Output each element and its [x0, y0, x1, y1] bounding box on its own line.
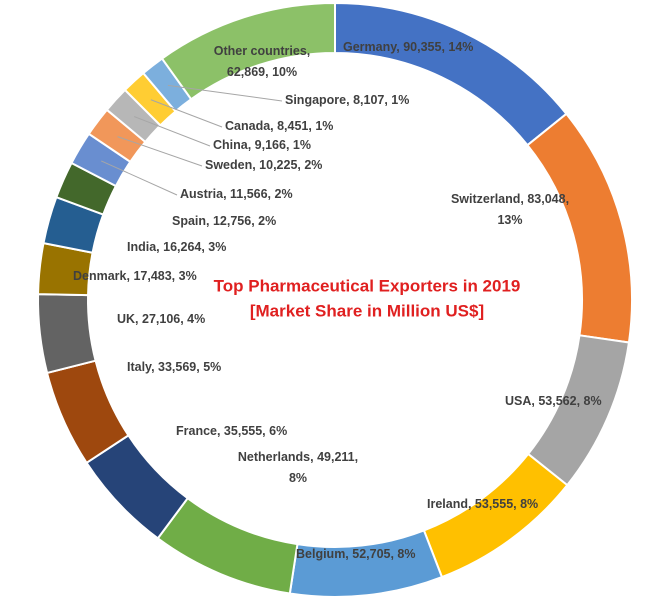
data-label-line: Spain, 12,756, 2% [172, 214, 276, 228]
donut-slice [160, 1, 336, 101]
data-label-line: Sweden, 10,225, 2% [205, 158, 322, 172]
data-label-line: India, 16,264, 3% [127, 240, 226, 254]
data-label: India, 16,264, 3% [127, 240, 226, 254]
data-label-line: 62,869, 10% [227, 65, 297, 79]
data-label: Germany, 90,355, 14% [343, 40, 473, 54]
data-label: Italy, 33,569, 5% [127, 360, 221, 374]
data-label: Austria, 11,566, 2% [180, 187, 293, 201]
data-label-line: 13% [497, 213, 522, 227]
data-label: China, 9,166, 1% [213, 138, 311, 152]
data-label-line: Germany, 90,355, 14% [343, 40, 473, 54]
data-label-line: Austria, 11,566, 2% [180, 187, 293, 201]
data-label: USA, 53,562, 8% [505, 394, 602, 408]
donut-slice [288, 529, 444, 598]
data-label-line: Ireland, 53,555, 8% [427, 497, 538, 511]
data-label: France, 35,555, 6% [176, 424, 287, 438]
data-label-line: Netherlands, 49,211, [238, 450, 358, 464]
data-label: Singapore, 8,107, 1% [285, 93, 409, 107]
data-label-line: Canada, 8,451, 1% [225, 119, 333, 133]
data-label: Ireland, 53,555, 8% [427, 497, 538, 511]
data-label-line: Singapore, 8,107, 1% [285, 93, 409, 107]
data-label: Netherlands, 49,211, 8% [238, 450, 358, 485]
data-label-line: Switzerland, 83,048, [451, 192, 569, 206]
data-label: Spain, 12,756, 2% [172, 214, 276, 228]
leader-line [134, 116, 211, 147]
leader-line [150, 99, 223, 128]
leader-line [167, 84, 283, 102]
data-label: Belgium, 52,705, 8% [296, 547, 416, 561]
data-label-line: China, 9,166, 1% [213, 138, 311, 152]
data-label-line: Other countries, [214, 44, 311, 58]
data-label: Sweden, 10,225, 2% [205, 158, 322, 172]
data-label-line: USA, 53,562, 8% [505, 394, 602, 408]
data-label-line: UK, 27,106, 4% [117, 312, 205, 326]
data-label: Denmark, 17,483, 3% [73, 269, 197, 283]
data-label-line: Denmark, 17,483, 3% [73, 269, 197, 283]
donut-slice [526, 334, 631, 487]
donut-slice [334, 1, 568, 147]
data-label: Switzerland, 83,048, 13% [451, 192, 569, 227]
donut-slice [526, 112, 633, 344]
donut-slice [422, 452, 569, 579]
data-label: Canada, 8,451, 1% [225, 119, 333, 133]
data-label: Other countries, 62,869, 10% [214, 44, 311, 79]
leader-line [117, 136, 203, 167]
chart-title: Top Pharmaceutical Exporters in 2019 [214, 276, 521, 295]
donut-slice [156, 496, 299, 595]
data-label: UK, 27,106, 4% [117, 312, 205, 326]
chart-subtitle: [Market Share in Million US$] [250, 301, 484, 320]
data-label-line: France, 35,555, 6% [176, 424, 287, 438]
slices [37, 1, 633, 598]
data-label-line: Italy, 33,569, 5% [127, 360, 221, 374]
data-label-line: Belgium, 52,705, 8% [296, 547, 416, 561]
donut-slice [37, 293, 97, 375]
leader-line [101, 160, 178, 196]
data-label-line: 8% [289, 471, 307, 485]
